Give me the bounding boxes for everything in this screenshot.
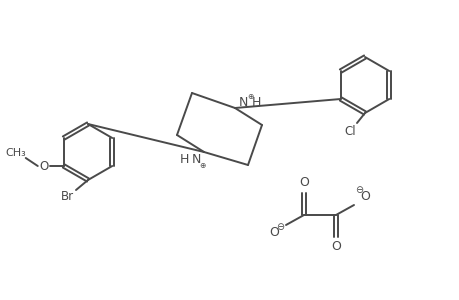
Text: N: N [238, 95, 247, 109]
Text: O: O [359, 190, 369, 203]
Text: H: H [251, 95, 260, 109]
Text: O: O [269, 226, 278, 239]
Text: ⊖: ⊖ [354, 185, 362, 195]
Text: N: N [191, 152, 200, 166]
Text: CH₃: CH₃ [6, 148, 26, 158]
Text: O: O [330, 241, 340, 254]
Text: ⊕: ⊕ [198, 160, 205, 169]
Text: O: O [298, 176, 308, 190]
Text: O: O [39, 160, 48, 172]
Text: ⊖: ⊖ [275, 222, 284, 232]
Text: H: H [179, 152, 188, 166]
Text: ⊕: ⊕ [246, 92, 252, 100]
Text: Cl: Cl [343, 124, 355, 137]
Text: Br: Br [60, 190, 73, 203]
